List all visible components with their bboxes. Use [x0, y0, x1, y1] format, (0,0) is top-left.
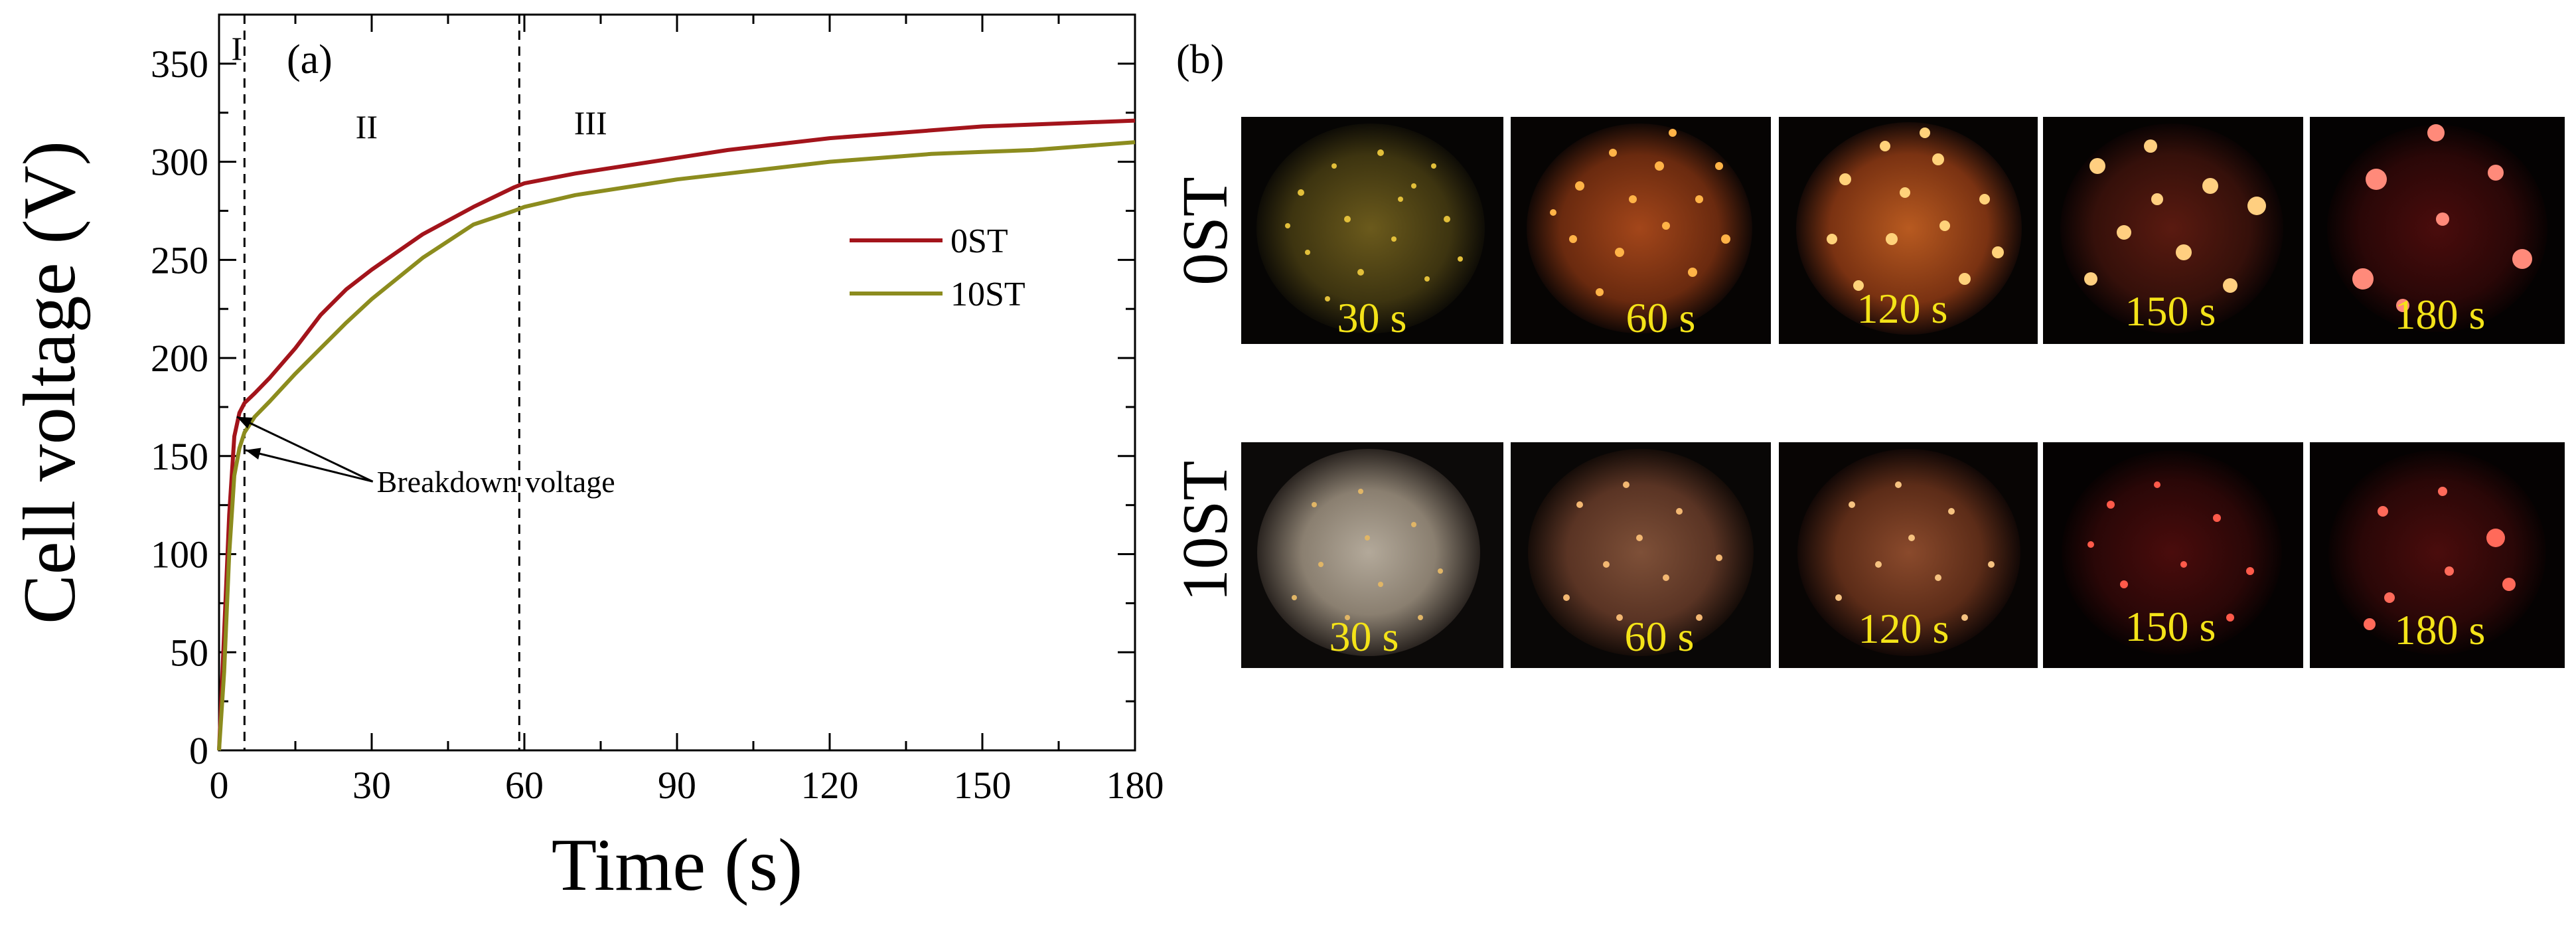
time-label: 180 s	[2395, 606, 2486, 653]
annotation-arrowhead	[236, 416, 253, 429]
x-tick-label: 0	[210, 764, 229, 807]
x-tick-label: 120	[801, 764, 859, 807]
series-line-10st	[217, 140, 1136, 751]
panel-label-a: (a)	[287, 37, 333, 82]
region-label: II	[356, 108, 378, 145]
spark-dots	[1292, 489, 1443, 620]
x-axis-label: Time (s)	[552, 824, 803, 906]
legend-label-10st: 10ST	[950, 276, 1025, 313]
image-tile: 180 s	[2310, 117, 2565, 344]
spark-dots	[1550, 129, 1730, 296]
annotation-arrow	[236, 416, 374, 483]
x-tick-label: 180	[1106, 764, 1164, 807]
data-series	[217, 118, 1136, 751]
y-tick-label: 200	[151, 337, 208, 380]
x-tick-label: 60	[505, 764, 544, 807]
spark-dots	[2352, 124, 2532, 312]
image-tile: 60 s	[1511, 442, 1771, 668]
y-axis-ticks: 0 50 100 150 200 250 300 350	[151, 42, 1135, 772]
annotation-arrowhead	[245, 448, 262, 460]
legend: 0ST 10ST	[850, 222, 1025, 313]
spark-dots	[1827, 127, 2004, 291]
panel-label-b: (b)	[1176, 37, 1224, 82]
time-label: 150 s	[2125, 288, 2216, 335]
spark-dots	[2364, 487, 2516, 630]
sample-disc	[1797, 449, 2020, 656]
time-label: 30 s	[1337, 294, 1407, 341]
y-tick-label: 0	[189, 729, 208, 772]
sample-disc	[1527, 124, 1752, 333]
y-tick-label: 50	[170, 631, 208, 674]
region-divider-lines	[243, 15, 520, 750]
y-axis-label: Cell voltage (V)	[9, 141, 91, 624]
x-tick-label: 150	[954, 764, 1012, 807]
spark-dots	[1835, 481, 1995, 621]
series-line-0st	[217, 118, 1136, 751]
row-label-0st: 0ST	[1170, 177, 1241, 285]
y-tick-label: 350	[151, 42, 208, 86]
breakdown-annotation: Breakdown voltage	[236, 416, 615, 499]
spark-dots	[2084, 139, 2266, 293]
region-labels: III III	[232, 30, 607, 145]
sample-disc	[2328, 450, 2546, 655]
x-tick-label: 90	[658, 764, 696, 807]
sample-disc	[2062, 450, 2282, 655]
x-tick-label: 30	[352, 764, 391, 807]
time-label: 30 s	[1329, 613, 1399, 660]
spark-images-panel: (b) 0ST 10ST 30 s 60 s	[1170, 37, 2565, 668]
y-tick-label: 300	[151, 141, 208, 184]
image-tile: 30 s	[1241, 117, 1503, 344]
image-tile: 120 s	[1779, 117, 2038, 344]
y-tick-label: 100	[151, 533, 208, 576]
spark-dots	[1285, 149, 1463, 301]
annotation-text: Breakdown voltage	[377, 465, 615, 499]
region-label: I	[232, 30, 243, 67]
legend-label-0st: 0ST	[950, 222, 1008, 260]
row-label-10st: 10ST	[1170, 461, 1241, 602]
time-label: 180 s	[2395, 291, 2486, 338]
time-label: 150 s	[2125, 603, 2216, 650]
image-tile: 120 s	[1779, 442, 2038, 668]
image-tile: 150 s	[2043, 442, 2303, 668]
sample-disc	[1257, 449, 1480, 656]
image-tile: 180 s	[2310, 442, 2565, 668]
spark-dots	[2087, 481, 2254, 622]
time-label: 60 s	[1625, 613, 1695, 660]
sample-disc	[1528, 449, 1754, 656]
image-tile: 60 s	[1511, 117, 1771, 344]
y-tick-label: 150	[151, 435, 208, 478]
voltage-time-chart: 0 50 100 150 200 250 300 350 0 30 60 90 120 150 180 I…	[9, 13, 1164, 906]
spark-dots	[1563, 481, 1722, 621]
time-label: 120 s	[1858, 605, 1949, 652]
annotation-arrow	[245, 449, 374, 483]
image-tile: 150 s	[2043, 117, 2303, 344]
x-axis-ticks: 0 30 60 90 120 150 180	[210, 15, 1164, 807]
time-label: 60 s	[1626, 294, 1696, 341]
image-tile: 30 s	[1241, 442, 1503, 668]
y-tick-label: 250	[151, 238, 208, 282]
time-label: 120 s	[1857, 285, 1948, 332]
region-label: III	[574, 104, 607, 141]
